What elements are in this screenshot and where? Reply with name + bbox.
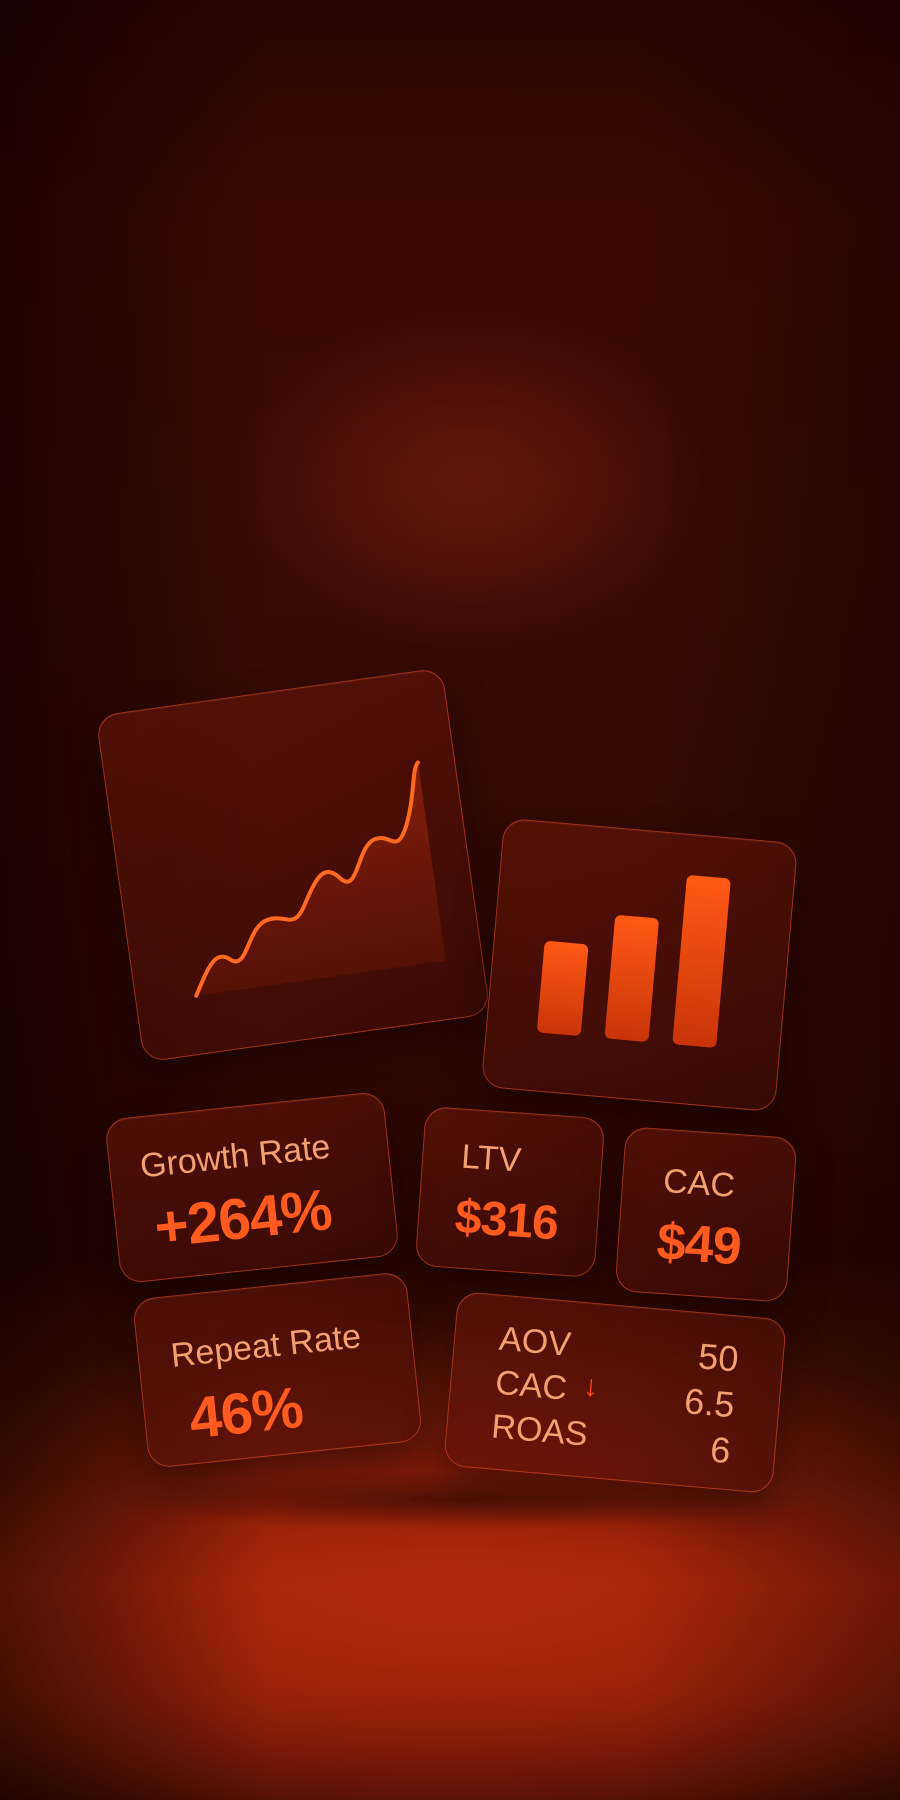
bar-2	[604, 915, 659, 1042]
cac-value: $49	[654, 1212, 743, 1277]
line-chart-icon	[194, 760, 446, 998]
bar-3	[672, 875, 731, 1048]
metric-label-roas: ROAS	[489, 1407, 590, 1454]
line-chart-area	[196, 762, 446, 996]
ltv-label: LTV	[460, 1137, 523, 1180]
ltv-card: LTV $316	[414, 1105, 606, 1279]
ltv-value: $316	[453, 1190, 560, 1251]
line-chart-line	[194, 760, 420, 998]
metric-label-cac: CAC	[493, 1363, 569, 1408]
cac-label: CAC	[661, 1161, 737, 1205]
growth-rate-value: +264%	[151, 1177, 335, 1261]
metric-value-aov: 50	[696, 1335, 741, 1380]
line-chart-card	[95, 667, 491, 1063]
growth-rate-card: Growth Rate +264%	[104, 1090, 400, 1285]
metrics-card: AOV 50 CAC ↓ 6.5 ROAS 6	[443, 1290, 787, 1495]
repeat-rate-value: 46%	[186, 1374, 306, 1452]
repeat-rate-card: Repeat Rate 46%	[131, 1271, 424, 1469]
down-arrow-icon: ↓	[582, 1369, 600, 1404]
metric-value-cac: 6.5	[682, 1380, 737, 1426]
bar-chart-card	[480, 817, 799, 1113]
metric-value-roas: 6	[708, 1428, 733, 1472]
metric-label-aov: AOV	[497, 1319, 573, 1364]
cac-card: CAC $49	[614, 1126, 798, 1303]
bar-chart-icon	[537, 875, 731, 1048]
repeat-rate-label: Repeat Rate	[168, 1317, 363, 1375]
bar-1	[537, 941, 589, 1036]
